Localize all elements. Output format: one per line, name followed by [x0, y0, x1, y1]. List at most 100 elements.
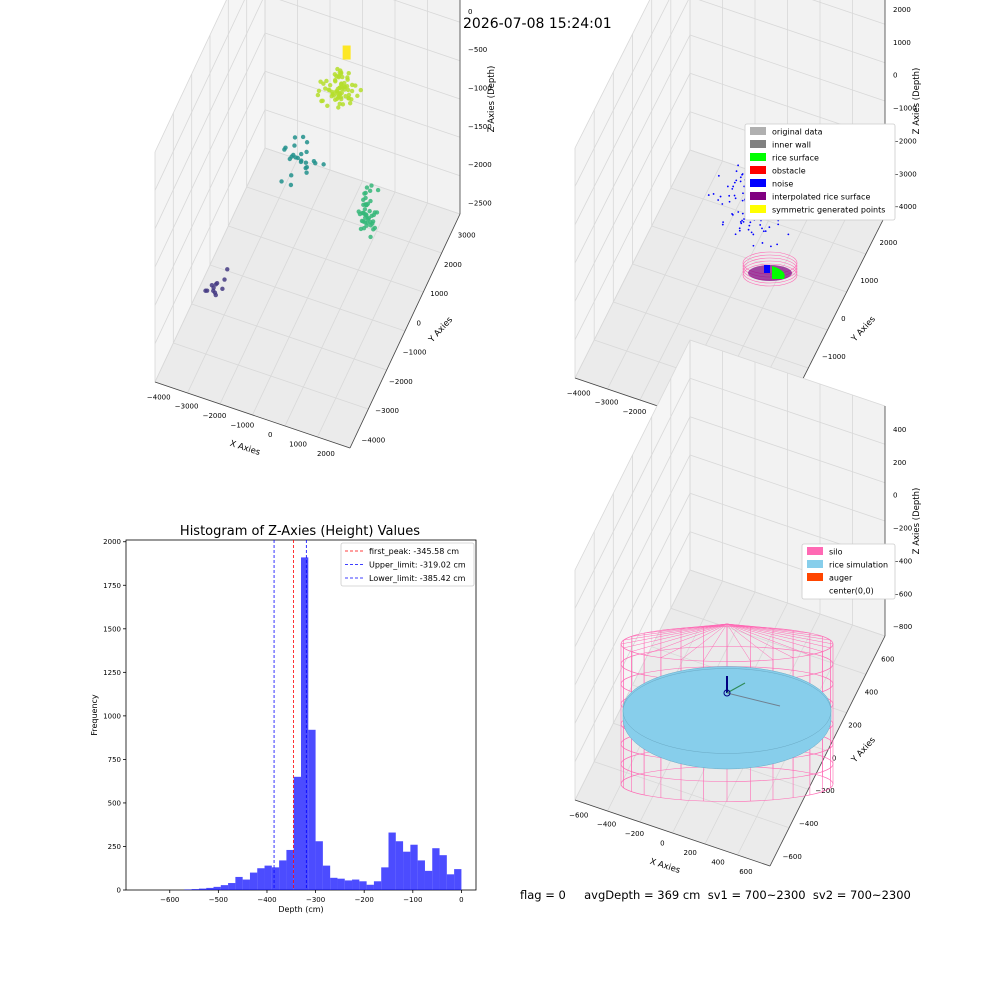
panel4-x-tick-label: 400 — [711, 858, 724, 866]
panel2-silo-ring — [742, 260, 798, 284]
panel1-data-point — [318, 79, 323, 84]
panel4-z-tick-label: 400 — [893, 426, 906, 434]
panel2-legend-label: inner wall — [772, 141, 811, 150]
panel2-legend-swatch — [750, 205, 766, 213]
status-line: flag = 0 avgDepth = 369 cm sv1 = 700~230… — [520, 888, 911, 902]
panel1-data-point — [339, 86, 345, 92]
panel3-y-tick-label: 250 — [108, 843, 121, 851]
panel2-noise-point — [728, 200, 731, 203]
panel1-x-tick-label: 0 — [268, 431, 272, 439]
panel4-silo-roof-wire — [726, 623, 823, 652]
panel2-noise-point — [787, 233, 790, 236]
panel2-plot: −4000 −3000 −2000 −1000 0 1000 2000 −3000 −2000 −… — [567, 0, 922, 454]
panel1-gridline — [154, 0, 461, 191]
panel1-y-tick-label: −1000 — [403, 349, 427, 357]
panel3-x-tick-label: −100 — [403, 896, 422, 904]
panel1-y-tick-label: 1000 — [430, 290, 448, 298]
panel2-noise-point — [737, 211, 740, 213]
panel2-noise-point — [735, 179, 738, 182]
panel2-z-tick-label: −3000 — [893, 170, 917, 178]
panel2-noise-point — [741, 219, 743, 222]
panel2-y-axis-label: Y Axies — [849, 314, 878, 345]
panel4-silo-roof-wire — [631, 623, 728, 652]
panel4-z-tick-label: −600 — [893, 590, 912, 598]
panel1-data-point — [353, 83, 358, 88]
panel1-data-point — [342, 45, 351, 60]
panel2-x-tick-label: −2000 — [623, 408, 647, 416]
panel2-noise-point — [721, 223, 724, 226]
panel3-histogram-bar — [454, 869, 462, 890]
panel3-y-tick-label: 500 — [108, 799, 121, 807]
panel4-silo-roof-wire — [726, 623, 774, 660]
panel2-legend-frame — [744, 123, 896, 221]
panel3-histogram-bar — [417, 860, 425, 890]
panel1-data-point — [299, 151, 304, 157]
panel3-histogram-bar — [301, 557, 309, 890]
panel1-y-tick-label: 2000 — [444, 261, 462, 269]
panel4-silo-roof-wire — [644, 623, 728, 656]
panel3-histogram-bar — [293, 776, 301, 890]
panel4-legend-swatch — [807, 547, 823, 555]
panel1-x-tick-label: −3000 — [175, 403, 199, 411]
panel2-noise-point — [739, 176, 742, 179]
panel1-data-point — [347, 101, 353, 106]
panel2-noise-point — [764, 230, 767, 232]
panel1-axis-line — [349, 213, 461, 449]
panel1-data-point — [340, 74, 345, 80]
panel1-y-tick-label: −2000 — [389, 378, 413, 386]
panel4-axis-line — [574, 799, 771, 867]
panel3-legend-label: Lower_limit: -385.42 cm — [369, 574, 466, 583]
panel2-legend-swatch — [750, 179, 766, 187]
panel1-y-tick-label: 3000 — [458, 232, 476, 240]
panel2-z-tick-label: 2000 — [893, 6, 911, 14]
panel3-histogram-bar — [395, 841, 404, 890]
panel1-data-point — [213, 282, 219, 287]
panel2-legend-label: noise — [772, 180, 793, 189]
panel2-noise-point — [748, 224, 751, 227]
panel1-data-point — [304, 140, 310, 145]
panel3-histogram-bar — [432, 848, 440, 890]
panel3-histogram-bar — [366, 884, 374, 890]
panel2-legend-swatch — [750, 127, 766, 135]
panel1-data-point — [368, 198, 373, 204]
panel2-noise-block — [764, 265, 770, 273]
panel4-x-tick-label: 200 — [683, 849, 696, 857]
panel2-legend-label: symmetric generated points — [772, 206, 885, 215]
panel2-noise-point — [777, 223, 780, 226]
panel1-data-point — [358, 87, 363, 93]
panel3-histogram-bar — [352, 879, 360, 890]
panel3-histogram-bar — [264, 865, 272, 890]
panel3-legend-label: Upper_limit: -319.02 cm — [369, 561, 466, 570]
panel2-noise-point — [762, 230, 765, 233]
panel1-gridline — [154, 0, 461, 229]
panel1-z-tick-label: −2500 — [468, 200, 492, 208]
panel1-plot: −4000−3000−2000−1000010002000−4000−3000−… — [147, 0, 497, 458]
panel1-x-axis-label: X Axies — [228, 439, 261, 458]
panel1-data-point — [364, 185, 370, 190]
panel1-data-point — [220, 286, 225, 292]
panel2-noise-point — [750, 231, 753, 234]
panel4-silo-ring — [620, 626, 834, 662]
panel4-y-tick-label: −200 — [815, 787, 834, 795]
panel1-data-point — [288, 182, 294, 188]
panel2-noise-point — [776, 243, 779, 246]
panel2-noise-point — [733, 194, 736, 197]
panel2-noise-point — [731, 188, 734, 190]
panel1-data-point — [362, 215, 368, 220]
panel2-z-tick-label: 0 — [893, 72, 897, 80]
panel1-data-point — [361, 197, 366, 202]
panel2-noise-point — [734, 197, 737, 200]
panel4-axis-line — [769, 635, 886, 867]
panel1-data-point — [304, 170, 309, 175]
panel1-data-point — [335, 86, 341, 92]
panel1-data-point — [303, 160, 309, 165]
panel2-silo-ring — [742, 263, 798, 287]
panel2-y-tick-label: 2000 — [880, 239, 898, 247]
panel1-data-point — [336, 73, 341, 79]
panel2-gridline — [574, 0, 886, 225]
panel1-z-tick-label: −2000 — [468, 161, 492, 169]
panel3-y-axis-label: Frequency — [90, 694, 99, 736]
panel1-data-point — [319, 98, 324, 104]
panel4-legend-swatch — [807, 573, 823, 581]
panel1-data-point — [362, 207, 368, 212]
